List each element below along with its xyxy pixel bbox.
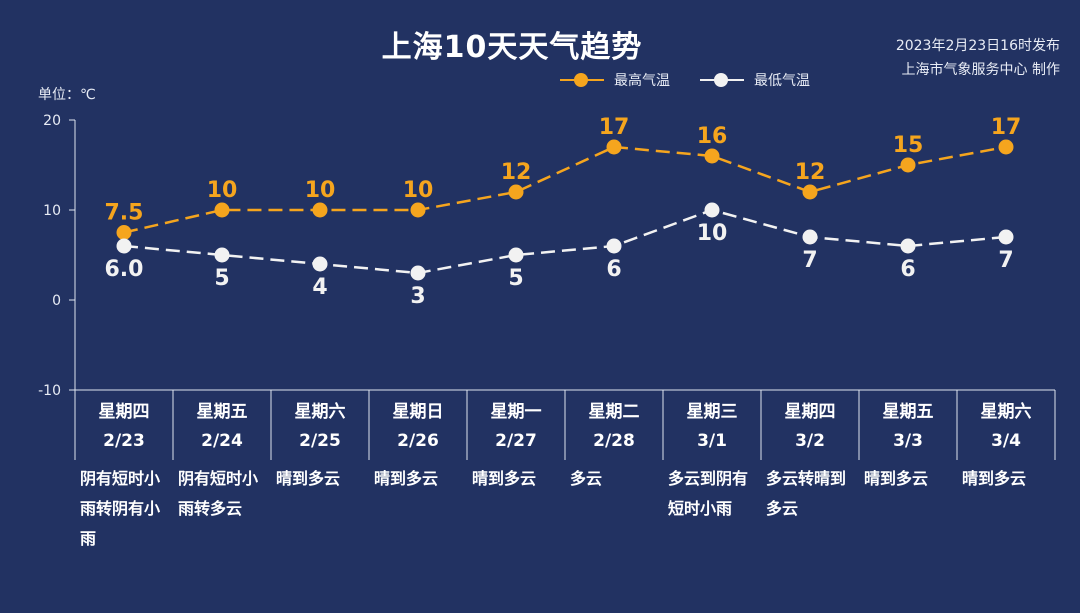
weather-description: 多云到阴有短时小雨 bbox=[668, 469, 749, 518]
weekday-label: 星期三 bbox=[686, 402, 738, 422]
series-low-data-label: 7 bbox=[802, 248, 817, 273]
series-low-point bbox=[508, 247, 524, 263]
series-low-data-label: 6 bbox=[606, 257, 621, 282]
weather-description: 晴到多云 bbox=[472, 469, 537, 488]
date-label: 3/4 bbox=[991, 431, 1021, 451]
series-low-point bbox=[214, 247, 230, 263]
weather-description: 多云 bbox=[570, 469, 603, 488]
unit-label: 单位：℃ bbox=[38, 87, 96, 103]
weather-description: 晴到多云 bbox=[276, 469, 341, 488]
legend-high-label: 最高气温 bbox=[614, 73, 670, 89]
day-column: 星期五 2/24 bbox=[173, 390, 271, 462]
series-high-point bbox=[508, 184, 524, 200]
weekday-label: 星期二 bbox=[588, 402, 640, 422]
publish-time: 2023年2月23日16时发布 bbox=[895, 38, 1060, 54]
series-high-data-label: 10 bbox=[403, 178, 434, 203]
series-low-point bbox=[312, 256, 328, 272]
series-high-point bbox=[900, 157, 916, 173]
day-column: 星期五 3/3 bbox=[859, 390, 957, 462]
weekday-label: 星期一 bbox=[490, 402, 542, 422]
legend-item-low: 最低气温 bbox=[700, 70, 810, 90]
chart-title: 上海10天天气趋势 bbox=[381, 30, 643, 65]
day-column: 星期一 2/27 bbox=[467, 390, 565, 462]
series-low-point bbox=[900, 238, 916, 254]
legend-high-marker bbox=[560, 70, 604, 90]
series-low-data-label: 7 bbox=[998, 248, 1013, 273]
series-low-data-label: 3 bbox=[410, 284, 425, 309]
series-low-data-label: 6 bbox=[900, 257, 915, 282]
day-column: 星期二 2/28 bbox=[565, 390, 663, 462]
weather-description: 阴有短时小雨转阴有小雨 bbox=[80, 469, 161, 548]
weather-description: 多云转晴到多云 bbox=[766, 469, 847, 518]
legend: 最高气温 最低气温 bbox=[560, 70, 810, 90]
series-low-point bbox=[704, 202, 720, 218]
day-column: 星期四 2/23 bbox=[75, 390, 173, 462]
series-high-point bbox=[606, 139, 622, 155]
series-high-point bbox=[704, 148, 720, 164]
series-high-point bbox=[998, 139, 1014, 155]
date-label: 2/25 bbox=[299, 431, 341, 451]
legend-low-label: 最低气温 bbox=[754, 73, 810, 89]
series-low-line bbox=[123, 208, 1007, 275]
legend-item-high: 最高气温 bbox=[560, 70, 670, 90]
weekday-label: 星期六 bbox=[980, 402, 1032, 422]
legend-low-marker bbox=[700, 70, 744, 90]
weekday-label: 星期五 bbox=[196, 402, 248, 422]
date-label: 3/1 bbox=[697, 431, 727, 451]
series-high-data-label: 17 bbox=[599, 115, 630, 140]
publish-info: 2023年2月23日16时发布 上海市气象服务中心 制作 bbox=[896, 34, 1060, 82]
series-high-point bbox=[116, 225, 132, 240]
series-low-data-label: 10 bbox=[697, 221, 728, 246]
series-low-data-label: 5 bbox=[214, 266, 229, 291]
series-high-data-label: 17 bbox=[991, 115, 1022, 140]
series-high-data-label: 12 bbox=[501, 160, 532, 185]
series-low-point bbox=[606, 238, 622, 254]
series-high-point bbox=[802, 184, 818, 200]
weather-description: 晴到多云 bbox=[962, 469, 1027, 488]
series-low-point bbox=[802, 229, 818, 245]
series-high-point bbox=[214, 202, 230, 218]
date-label: 2/23 bbox=[103, 431, 145, 451]
date-label: 3/3 bbox=[893, 431, 923, 451]
series-low-point bbox=[998, 229, 1014, 245]
series-high-data-label: 10 bbox=[207, 178, 238, 203]
date-label: 2/26 bbox=[397, 431, 439, 451]
day-column: 星期日 2/26 bbox=[369, 390, 467, 462]
weather-description: 晴到多云 bbox=[864, 469, 929, 488]
y-tick-label: -10 bbox=[38, 383, 61, 399]
day-column: 星期四 3/2 bbox=[761, 390, 859, 462]
series-high-line bbox=[123, 145, 1007, 234]
y-tick-label: 10 bbox=[43, 203, 61, 219]
weekday-label: 星期五 bbox=[882, 402, 934, 422]
series-high-data-label: 10 bbox=[305, 178, 336, 203]
series-low-point bbox=[116, 238, 132, 254]
date-label: 2/28 bbox=[593, 431, 635, 451]
date-label: 2/27 bbox=[495, 431, 537, 451]
series-high-data-label: 16 bbox=[697, 124, 728, 149]
series-high-point bbox=[410, 202, 426, 218]
weekday-label: 星期四 bbox=[98, 402, 150, 422]
y-tick-label: 0 bbox=[52, 293, 61, 309]
series-high-point bbox=[312, 202, 328, 218]
weekday-label: 星期六 bbox=[294, 402, 346, 422]
date-label: 2/24 bbox=[201, 431, 243, 451]
series-high-data-label: 12 bbox=[795, 160, 826, 185]
series-high-data-label: 15 bbox=[893, 133, 924, 158]
series-high-data-label: 7.5 bbox=[105, 201, 144, 226]
series-low-data-label: 5 bbox=[508, 266, 523, 291]
date-label: 3/2 bbox=[795, 431, 825, 451]
weekday-label: 星期四 bbox=[784, 402, 836, 422]
day-column: 星期六 2/25 bbox=[271, 390, 369, 462]
day-column: 星期六 3/4 bbox=[957, 390, 1055, 462]
weather-description: 阴有短时小雨转多云 bbox=[178, 469, 259, 518]
publisher: 上海市气象服务中心 制作 bbox=[901, 62, 1060, 78]
series-low-data-label: 6.0 bbox=[105, 257, 144, 282]
weather-description: 晴到多云 bbox=[374, 469, 439, 488]
day-column: 星期三 3/1 bbox=[663, 390, 761, 462]
y-tick-label: 20 bbox=[43, 113, 61, 129]
weekday-label: 星期日 bbox=[392, 402, 444, 422]
series-low-data-label: 4 bbox=[312, 275, 327, 300]
series-low-point bbox=[410, 265, 426, 281]
